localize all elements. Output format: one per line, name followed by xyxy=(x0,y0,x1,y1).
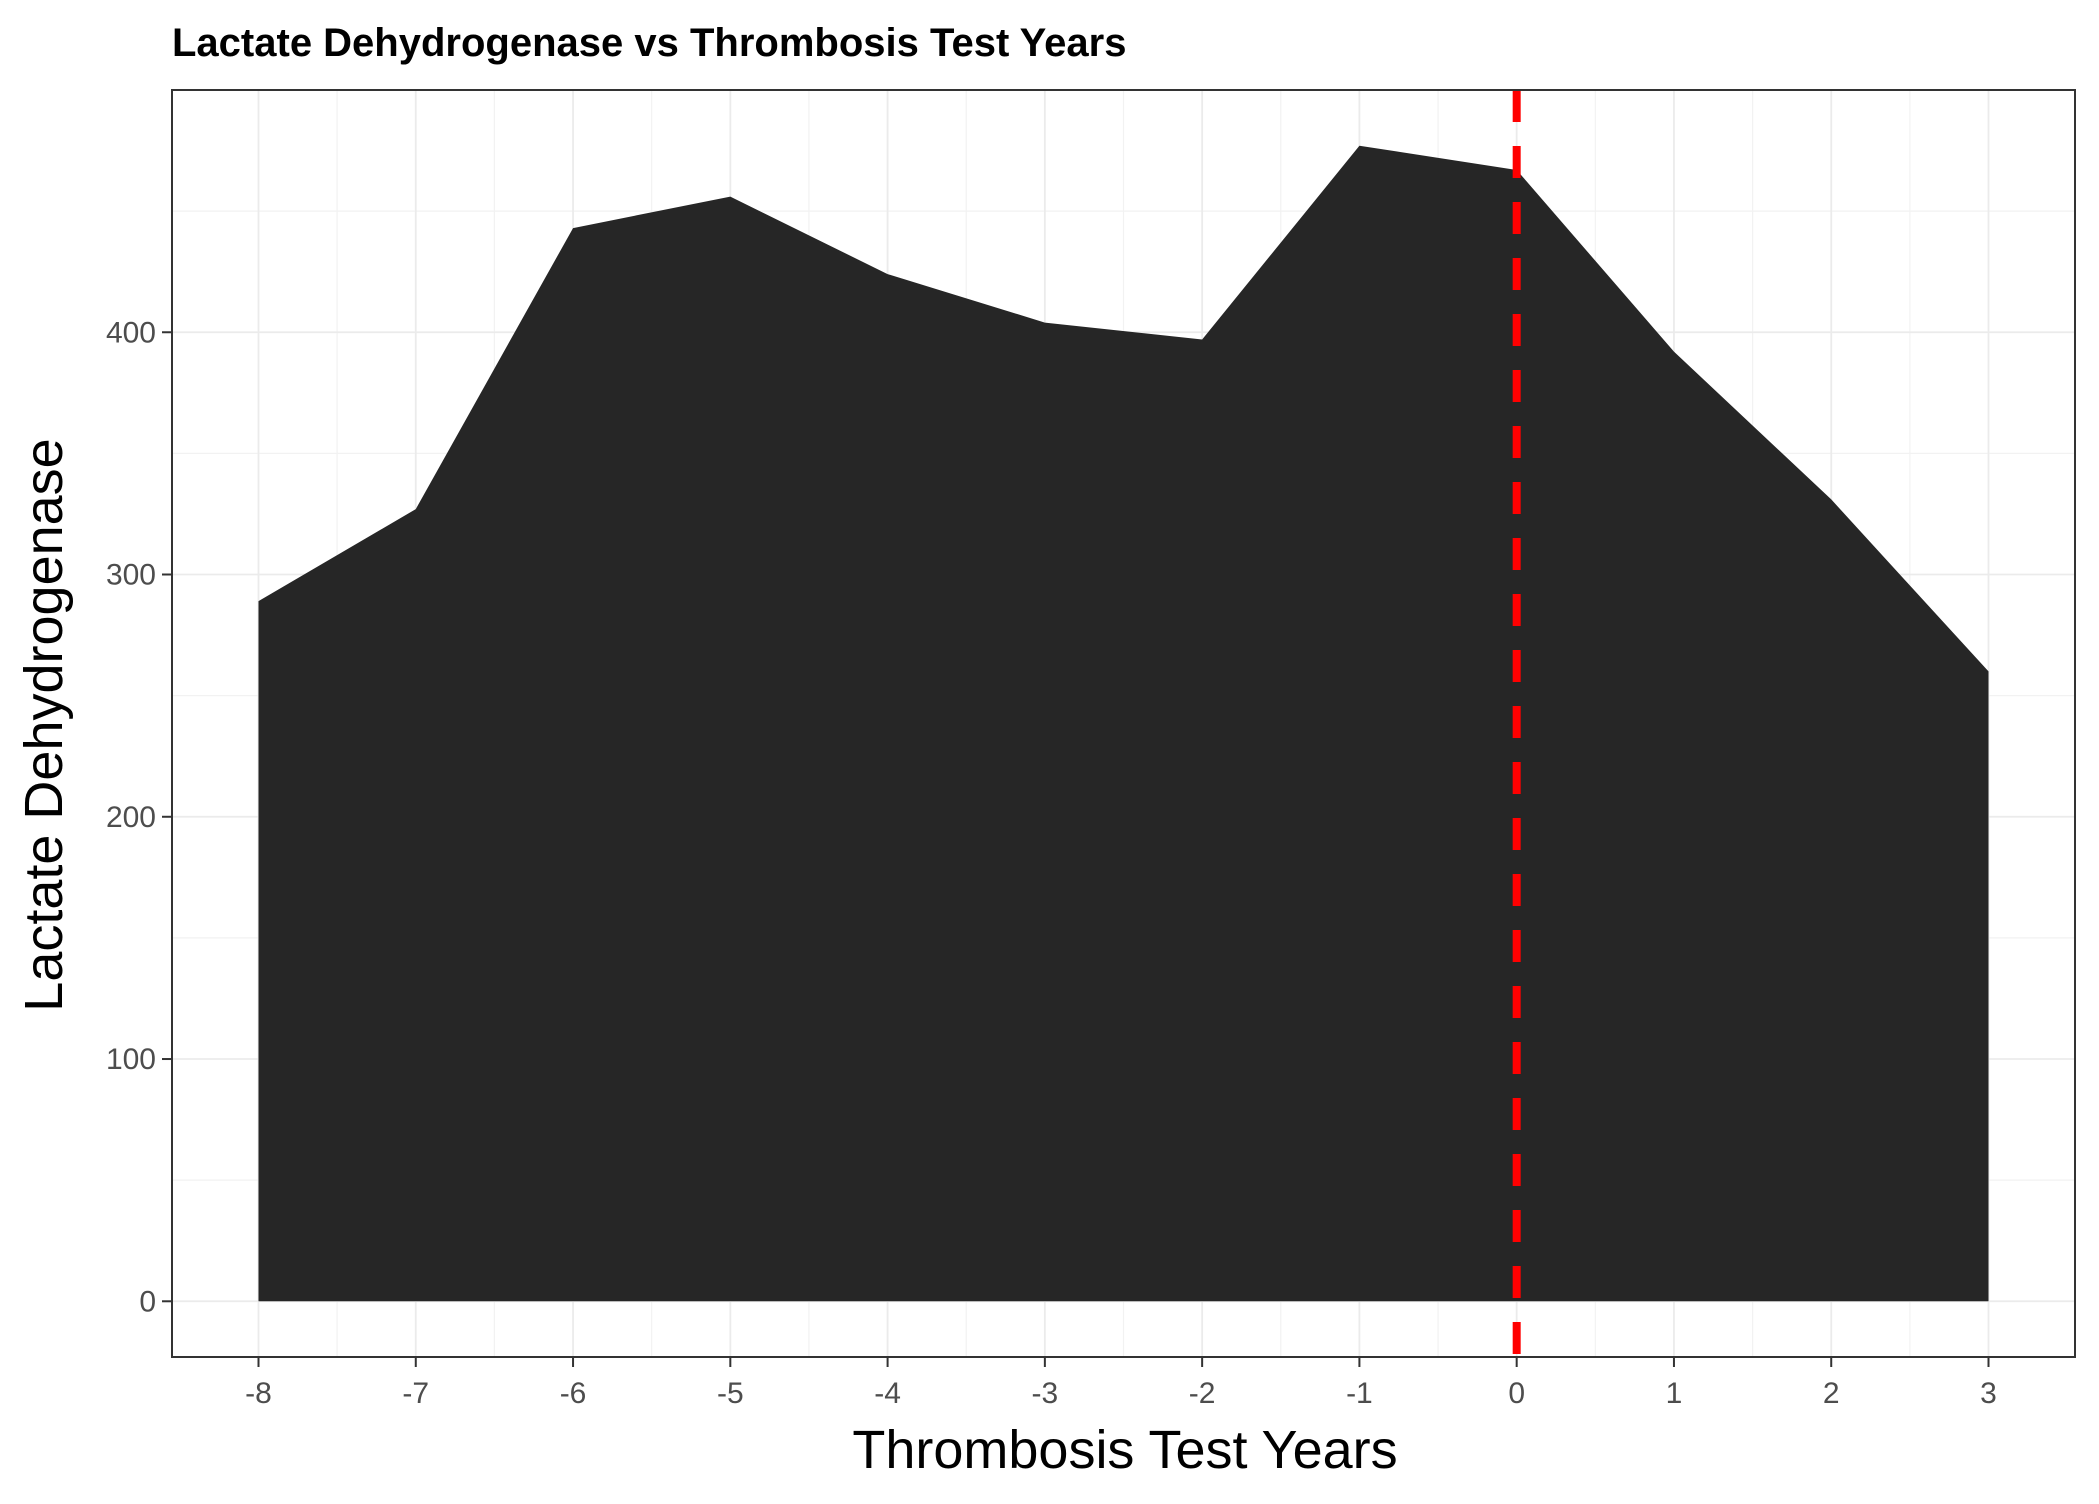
y-tick-label: 200 xyxy=(106,801,156,834)
x-tick-label: 2 xyxy=(1823,1377,1840,1410)
y-tick-label: 100 xyxy=(106,1043,156,1076)
x-tick-label: -1 xyxy=(1346,1377,1373,1410)
x-tick-label: -7 xyxy=(402,1377,429,1410)
x-tick-label: -2 xyxy=(1189,1377,1216,1410)
x-tick-label: -3 xyxy=(1032,1377,1059,1410)
x-axis-label: Thrombosis Test Years xyxy=(852,1420,1397,1480)
x-tick-label: -6 xyxy=(560,1377,587,1410)
x-tick-label: 3 xyxy=(1980,1377,1997,1410)
y-axis-label: Lactate Dehydrogenase xyxy=(14,438,74,1011)
x-tick-label: -5 xyxy=(717,1377,744,1410)
y-tick-label: 0 xyxy=(139,1285,156,1318)
x-tick-label: 1 xyxy=(1666,1377,1683,1410)
y-tick-label: 400 xyxy=(106,316,156,349)
x-tick-label: 0 xyxy=(1508,1377,1525,1410)
x-tick-label: -4 xyxy=(874,1377,901,1410)
x-tick-label: -8 xyxy=(245,1377,272,1410)
y-tick-label: 300 xyxy=(106,559,156,592)
chart-title: Lactate Dehydrogenase vs Thrombosis Test… xyxy=(172,21,1126,65)
